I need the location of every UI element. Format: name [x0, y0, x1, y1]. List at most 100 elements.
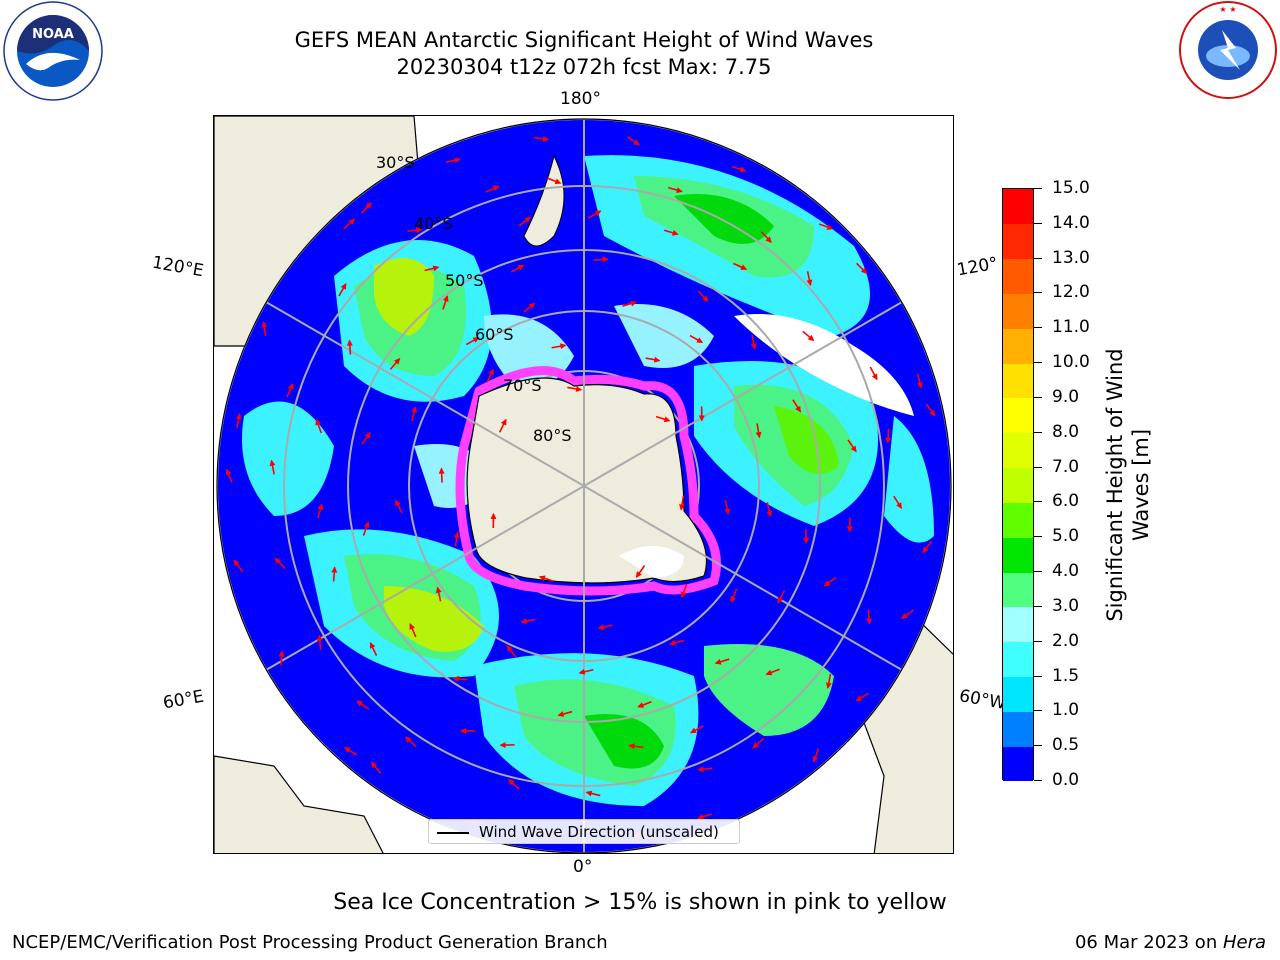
wind-arrow-head: [506, 645, 513, 652]
colorbar-tick-mark: [1034, 780, 1042, 781]
wind-arrow-head: [696, 337, 704, 343]
wind-arrow-head: [698, 415, 705, 422]
wind-arrow-head: [517, 264, 525, 271]
wind-arrow-head: [348, 218, 356, 225]
sea-ice-edge: [455, 366, 721, 596]
colorbar-tick-label: 0.5: [1052, 735, 1080, 756]
wind-arrow-head: [702, 295, 709, 303]
lat-label-80s: 80°S: [533, 426, 572, 445]
chart-title: GEFS MEAN Antarctic Significant Height o…: [294, 28, 874, 52]
footer-date: 06 Mar 2023 on Hera: [1075, 932, 1266, 953]
wind-arrow-head: [261, 321, 268, 328]
wind-arrow-head: [896, 502, 902, 509]
wind-arrow-head: [316, 634, 323, 641]
wind-arrow-head: [697, 813, 704, 820]
chart-subtitle: 20230304 t12z 072h fcst Max: 7.75: [396, 55, 772, 79]
wind-arrow-head: [795, 405, 801, 413]
colorbar-tick-mark: [1034, 536, 1042, 538]
wind-arrow-head: [578, 668, 586, 675]
colorbar-tick-label: 4.0: [1052, 561, 1080, 582]
colorbar-segment: [1003, 397, 1033, 434]
wind-arrow-head: [500, 418, 507, 426]
wind-arrow-head: [490, 512, 497, 520]
wind-arrow-head: [557, 711, 565, 717]
wind-arrow-head: [671, 230, 679, 236]
wind-arrow-head: [755, 431, 762, 439]
wind-arrow-head: [394, 357, 401, 365]
colorbar-tick-label: 12.0: [1052, 282, 1090, 303]
wind-arrow-head: [929, 409, 936, 417]
wind-arrow-head: [866, 618, 872, 625]
wind-arrow-head: [364, 431, 371, 439]
wind-arrow-head: [225, 468, 232, 476]
wind-arrow-head: [499, 742, 506, 749]
footer-date-text: 06 Mar 2023 on: [1074, 932, 1223, 953]
colorbar-tick-mark: [1034, 640, 1042, 642]
colorbar-tick-label: 9.0: [1052, 386, 1080, 407]
wind-arrow-head: [680, 591, 687, 599]
colorbar-tick-label: 15.0: [1052, 178, 1090, 198]
wind-arrow-head: [331, 566, 338, 573]
colorbar-segment: [1003, 676, 1033, 712]
colorbar-tick-label: 1.5: [1052, 665, 1080, 686]
wind-arrow-head: [669, 639, 676, 646]
wind-arrow-head: [765, 669, 773, 676]
lon-label-180: 180°: [560, 89, 601, 109]
wind-arrow-head: [287, 383, 294, 390]
wind-arrow-head: [356, 700, 363, 707]
colorbar-segment: [1003, 537, 1033, 573]
wind-arrow-head: [663, 416, 671, 423]
wind-arrow-head: [395, 499, 401, 507]
wind-arrow-head: [739, 166, 747, 173]
colorbar-tick-label: 3.0: [1052, 595, 1080, 616]
lon-label-120e: 120°E: [150, 252, 206, 282]
wind-arrow-head: [369, 641, 376, 649]
colorbar-segment: [1003, 363, 1033, 399]
wind-arrow-head: [630, 300, 638, 307]
lat-label-40s: 40°S: [414, 214, 453, 233]
wind-arrow-head: [825, 682, 832, 689]
sea-ice-note: Sea Ice Concentration > 15% is shown in …: [333, 890, 947, 915]
wind-arrow-head: [235, 413, 242, 420]
wind-arrow-head: [812, 756, 819, 763]
wind-arrow-head: [697, 766, 704, 773]
wind-arrow-head: [452, 675, 459, 682]
colorbar-tick-label: 14.0: [1052, 212, 1090, 233]
map-canvas: [214, 116, 953, 853]
wind-arrow-head: [765, 236, 772, 243]
wind-arrows: [225, 135, 936, 838]
meridians: [265, 119, 903, 853]
wind-arrow-head: [438, 467, 445, 474]
colorbar-segment: [1003, 223, 1033, 260]
colorbar-tick-mark: [1034, 292, 1042, 294]
wind-arrow-head: [233, 559, 240, 567]
svg-text:★ ★: ★ ★: [1219, 5, 1236, 14]
colorbar-segment: [1003, 258, 1033, 294]
wind-arrow-head: [528, 302, 536, 310]
colorbar-tick-label: 10.0: [1052, 352, 1090, 373]
wind-arrow-head: [554, 178, 562, 185]
wind-arrow-head: [777, 597, 783, 604]
colorbar-segment: [1003, 641, 1033, 678]
wind-arrow-head: [714, 658, 722, 665]
nws-logo: ★ ★: [1178, 0, 1278, 100]
colorbar-tick-mark: [1034, 257, 1042, 259]
colorbar-tick-label: 2.0: [1052, 630, 1080, 651]
wind-arrow-head: [855, 695, 863, 702]
wind-arrow-head: [602, 256, 609, 263]
colorbar-tick-mark: [1034, 605, 1042, 607]
footer-credit: NCEP/EMC/Verification Post Processing Pr…: [12, 932, 608, 953]
wind-arrow-head: [411, 406, 418, 413]
wind-arrow-head: [594, 210, 602, 217]
colorbar-segment: [1003, 711, 1033, 747]
wind-arrow-head: [520, 618, 528, 625]
colorbar-segment: [1003, 467, 1033, 503]
colorbar-tick-label: 13.0: [1052, 247, 1090, 268]
wind-arrow-head: [826, 224, 834, 230]
wind-arrow-head: [628, 743, 635, 750]
wind-arrow-head: [585, 790, 593, 797]
wind-arrow-head: [363, 521, 370, 529]
wind-arrow-head: [538, 575, 546, 582]
colorbar-tick-mark: [1034, 431, 1042, 433]
wind-arrow-head: [689, 727, 697, 734]
